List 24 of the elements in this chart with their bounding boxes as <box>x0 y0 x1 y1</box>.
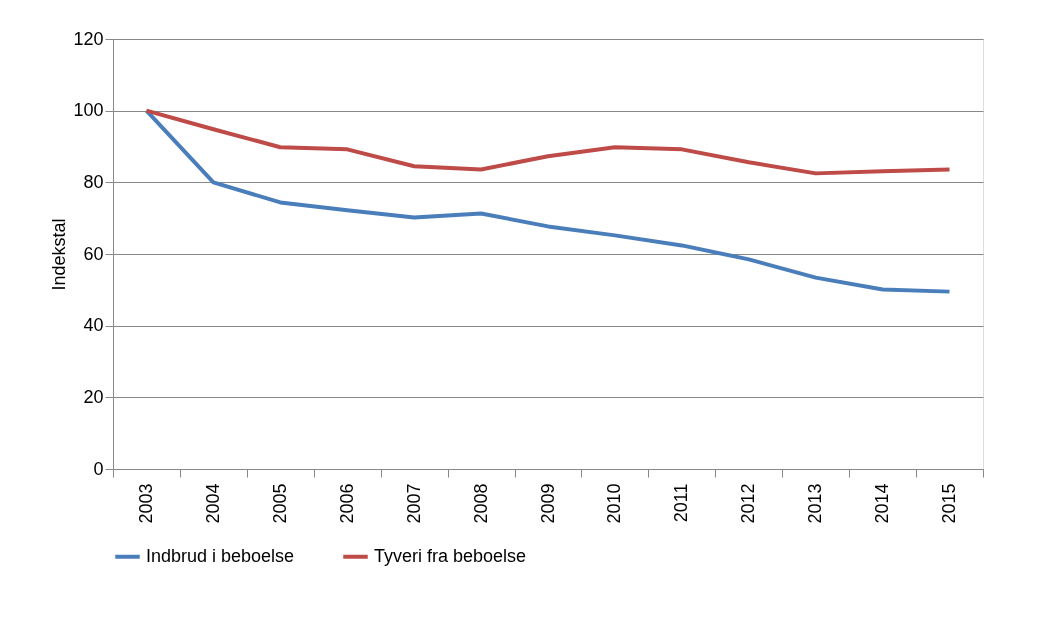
y-tick-label: 20 <box>83 386 104 407</box>
x-tick-label: 2008 <box>470 483 491 524</box>
legend-label: Tyveri fra beboelse <box>374 545 527 566</box>
x-tick-label: 2010 <box>604 483 625 524</box>
legend-label: Indbrud i beboelse <box>146 545 295 566</box>
x-tick-label: 2012 <box>738 483 759 524</box>
x-tick-label: 2015 <box>939 483 960 524</box>
x-tick-label: 2014 <box>872 483 893 524</box>
line-series <box>144 108 952 176</box>
x-tick-label: 2003 <box>135 483 156 524</box>
x-tick-label: 2013 <box>805 483 826 524</box>
x-tick-label: 2011 <box>671 483 692 523</box>
y-tick-label: 100 <box>73 100 104 121</box>
y-axis-title: Indekstal <box>49 218 70 291</box>
y-tick-label: 40 <box>83 315 104 336</box>
y-tick-label: 60 <box>83 243 104 264</box>
x-tick-label: 2004 <box>202 483 223 524</box>
x-tick-label: 2005 <box>269 483 290 524</box>
y-tick-label: 120 <box>73 28 104 49</box>
y-tick-label: 0 <box>93 458 104 479</box>
x-tick-label: 2006 <box>336 483 357 524</box>
x-tick-label: 2007 <box>403 483 424 524</box>
y-tick-label: 80 <box>83 171 104 192</box>
x-tick-label: 2009 <box>537 483 558 524</box>
